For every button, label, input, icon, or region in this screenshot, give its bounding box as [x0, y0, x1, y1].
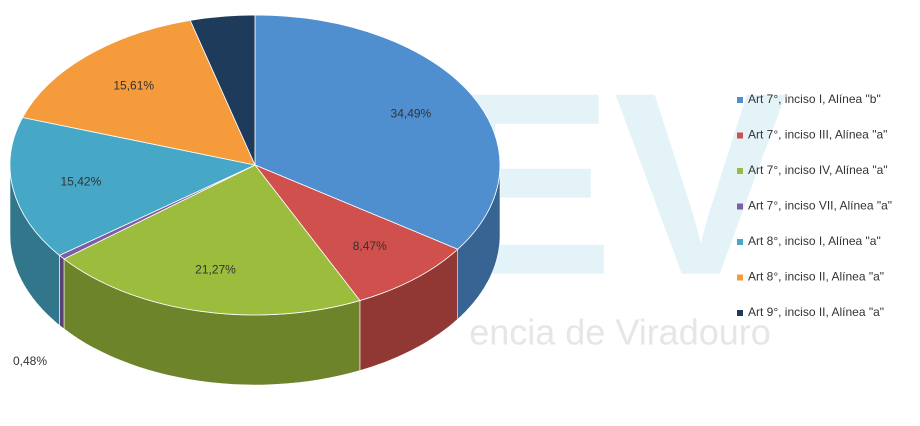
- data-label: 15,42%: [61, 175, 102, 189]
- slice: [63, 164, 361, 316]
- slice: [9, 117, 257, 256]
- data-label: 15,61%: [113, 79, 154, 93]
- data-label: 21,27%: [195, 262, 236, 276]
- legend-swatch: [737, 274, 743, 281]
- legend-label: Art 7°, inciso III, Alínea "a": [748, 128, 887, 142]
- slice: [253, 164, 459, 302]
- slice-side: [59, 254, 65, 330]
- legend-label: Art 7°, inciso VII, Alínea "a": [748, 199, 892, 213]
- data-label: 8,47%: [353, 239, 387, 253]
- legend-label: Art 7°, inciso IV, Alínea "a": [748, 163, 888, 177]
- legend-label: Art 7°, inciso I, Alínea "b": [748, 92, 881, 106]
- data-label: 0,48%: [13, 354, 47, 368]
- legend-swatch: [737, 97, 743, 103]
- legend-swatch: [737, 168, 743, 174]
- legend-swatch: [737, 203, 743, 210]
- legend-swatch: [737, 132, 743, 139]
- slice: [254, 14, 501, 250]
- legend-label: Art 8°, inciso I, Alínea "a": [748, 234, 881, 248]
- slice: [189, 14, 256, 166]
- watermark: encia de Viradouro: [469, 312, 771, 353]
- slice: [22, 19, 256, 166]
- legend-swatch: [737, 310, 743, 316]
- legend-label: Art 9°, inciso II, Alínea "a": [748, 305, 884, 319]
- legend-label: Art 8°, inciso II, Alínea "a": [748, 270, 884, 284]
- legend-swatch: [737, 239, 743, 245]
- data-label: 34,49%: [391, 107, 432, 121]
